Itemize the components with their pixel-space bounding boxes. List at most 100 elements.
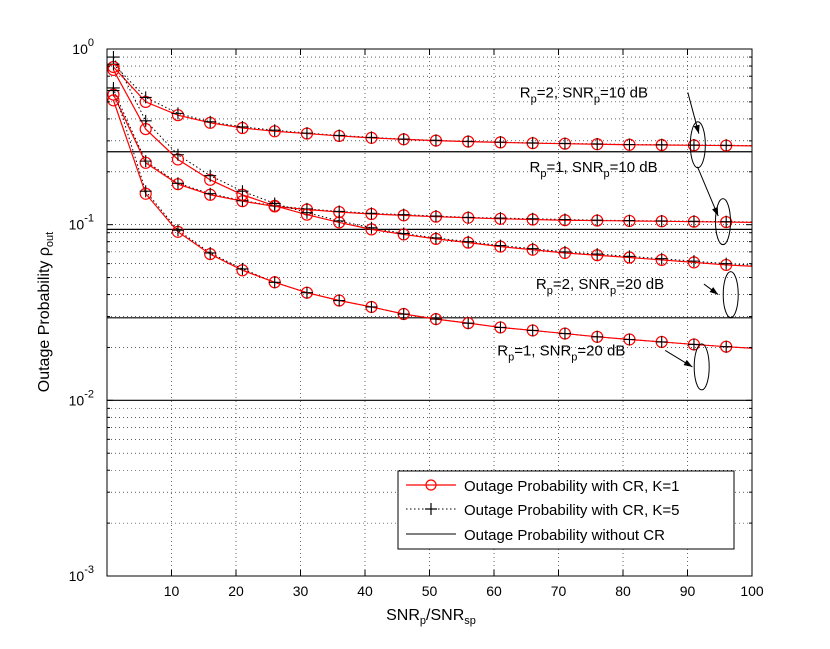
y-tick-label: 10-3 bbox=[69, 564, 94, 584]
point-k5 bbox=[397, 308, 410, 321]
point-k5 bbox=[268, 124, 281, 137]
annotation-label: Rp=2, SNRp=10 dB bbox=[520, 84, 648, 105]
y-tick-label: 100 bbox=[72, 37, 94, 57]
x-tick-label: 40 bbox=[357, 583, 373, 599]
legend-entry-without-cr: Outage Probability without CR bbox=[406, 527, 665, 544]
point-k1 bbox=[107, 63, 120, 77]
point-k5 bbox=[429, 210, 442, 223]
point-k5 bbox=[365, 221, 378, 234]
x-tick-label: 50 bbox=[422, 583, 438, 599]
point-k5 bbox=[720, 340, 733, 353]
point-k5 bbox=[655, 214, 668, 227]
point-k5 bbox=[365, 300, 378, 313]
point-k5 bbox=[139, 91, 152, 104]
point-k5 bbox=[655, 252, 668, 265]
annotation: Rp=1, SNRp=10 dB bbox=[529, 159, 731, 246]
point-k5 bbox=[494, 239, 507, 252]
annotation-ellipse bbox=[722, 271, 739, 319]
point-k5 bbox=[462, 135, 475, 148]
x-tick-label: 90 bbox=[680, 583, 696, 599]
point-k5 bbox=[591, 330, 604, 343]
legend-entry-k5: Outage Probability with CR, K=5 bbox=[406, 502, 680, 519]
point-k5 bbox=[526, 242, 539, 255]
annotation: Rp=1, SNRp=20 dB bbox=[497, 342, 710, 391]
point-k1 bbox=[107, 94, 120, 107]
point-k5 bbox=[623, 214, 636, 227]
legend: Outage Probability with CR, K=1 Outage P… bbox=[397, 470, 735, 550]
point-k5 bbox=[687, 338, 700, 351]
series-group bbox=[107, 51, 753, 272]
x-tick-label: 60 bbox=[486, 583, 502, 599]
annotation-arrowhead bbox=[693, 124, 700, 134]
point-k5 bbox=[720, 257, 733, 270]
point-k5 bbox=[720, 139, 733, 152]
point-k5 bbox=[204, 187, 217, 200]
series-group bbox=[107, 84, 753, 229]
point-k5 bbox=[623, 250, 636, 263]
point-k5 bbox=[333, 294, 346, 307]
x-tick-label: 10 bbox=[164, 583, 180, 599]
point-k5 bbox=[204, 246, 217, 259]
annotation-ellipse bbox=[693, 343, 710, 391]
x-axis-title: SNRp/SNRsp bbox=[386, 607, 476, 627]
point-k5 bbox=[494, 136, 507, 149]
point-k5 bbox=[687, 215, 700, 228]
axis-ticks: 10 20 30 40 50 60 70 80 90 100 100 10-1 10-2 10-3 bbox=[69, 37, 764, 599]
point-k5 bbox=[333, 214, 346, 227]
point-k5 bbox=[268, 276, 281, 289]
point-k5 bbox=[526, 212, 539, 225]
legend-label-without-cr: Outage Probability without CR bbox=[464, 527, 665, 544]
point-k5 bbox=[655, 138, 668, 151]
point-k5 bbox=[236, 120, 249, 133]
point-k5 bbox=[171, 107, 184, 120]
point-k5 bbox=[591, 248, 604, 261]
point-k5 bbox=[139, 155, 152, 168]
annotation: Rp=2, SNRp=20 dB bbox=[536, 271, 739, 319]
annotation-label: Rp=1, SNRp=20 dB bbox=[497, 342, 625, 363]
point-k5 bbox=[171, 148, 184, 161]
point-k5 bbox=[558, 327, 571, 340]
x-tick-label: 30 bbox=[293, 583, 309, 599]
point-k5 bbox=[623, 333, 636, 346]
point-k5 bbox=[268, 197, 281, 210]
annotation-arrowhead bbox=[709, 287, 719, 295]
point-k5 bbox=[429, 231, 442, 244]
annotation-label: Rp=2, SNRp=20 dB bbox=[536, 276, 664, 297]
x-tick-label: 80 bbox=[615, 583, 631, 599]
y-tick-label: 10-1 bbox=[69, 213, 94, 233]
point-k5 bbox=[139, 185, 152, 198]
point-k5 bbox=[494, 321, 507, 334]
point-k5 bbox=[429, 134, 442, 147]
x-tick-label: 70 bbox=[551, 583, 567, 599]
point-k5 bbox=[236, 262, 249, 275]
point-k5 bbox=[462, 211, 475, 224]
annotations: Rp=2, SNRp=10 dB Rp=1, SNRp=10 dB Rp=2, SN… bbox=[497, 84, 739, 391]
point-k5 bbox=[494, 212, 507, 225]
series-group bbox=[107, 81, 753, 353]
point-k5 bbox=[591, 214, 604, 227]
point-k5 bbox=[397, 208, 410, 221]
annotation-ellipse bbox=[714, 198, 731, 246]
point-k5 bbox=[300, 127, 313, 140]
point-k5 bbox=[397, 227, 410, 240]
point-k5 bbox=[236, 185, 249, 198]
point-k5 bbox=[397, 133, 410, 146]
annotation-arrow bbox=[697, 166, 719, 217]
annotation-arrowhead bbox=[683, 359, 693, 367]
point-k5 bbox=[591, 137, 604, 150]
legend-entry-k1: Outage Probability with CR, K=1 bbox=[406, 478, 680, 495]
legend-label-k1: Outage Probability with CR, K=1 bbox=[464, 478, 680, 495]
annotation-label: Rp=1, SNRp=10 dB bbox=[529, 159, 657, 180]
legend-label-k5: Outage Probability with CR, K=5 bbox=[464, 502, 680, 519]
point-k5 bbox=[462, 317, 475, 330]
point-k5 bbox=[623, 138, 636, 151]
point-k5 bbox=[558, 245, 571, 258]
point-k5 bbox=[204, 169, 217, 182]
point-k5 bbox=[365, 207, 378, 220]
point-k5 bbox=[171, 177, 184, 190]
point-k5 bbox=[429, 313, 442, 326]
point-k5 bbox=[558, 137, 571, 150]
point-k5 bbox=[526, 136, 539, 149]
point-k5 bbox=[365, 131, 378, 144]
